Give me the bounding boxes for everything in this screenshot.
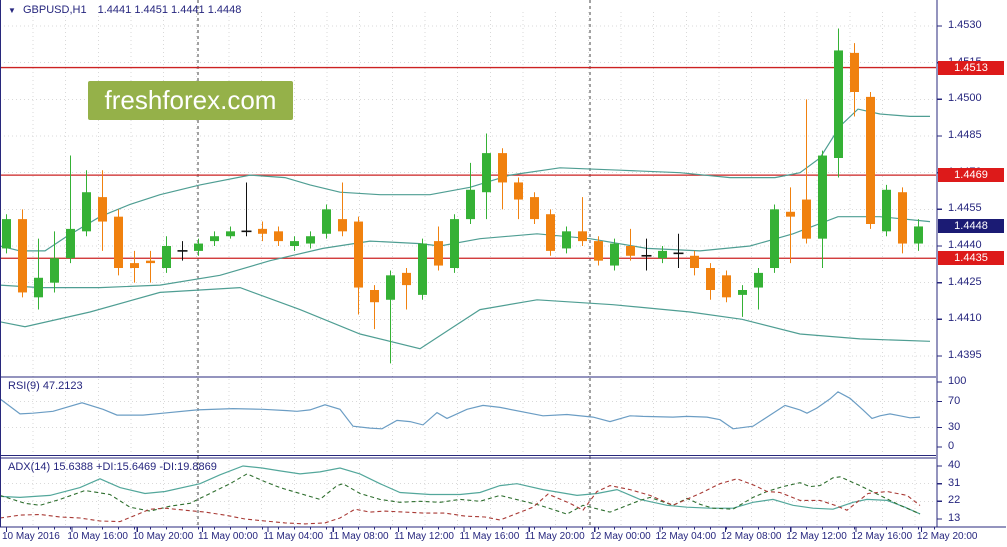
time-axis-label: 10 May 20:00: [132, 531, 194, 542]
price-tick-label: 1.4395: [948, 348, 982, 361]
time-axis-label: 10 May 2016: [2, 531, 60, 542]
time-axis-label: 12 May 12:00: [786, 531, 847, 542]
rsi-tick-label: 30: [948, 420, 961, 433]
price-level-tag: 1.4435: [938, 251, 1004, 266]
price-level-tag: 1.4513: [938, 60, 1004, 75]
rsi-indicator-label: RSI(9) 47.2123: [8, 380, 83, 392]
chart-title: ▼ GBPUSD,H1 1.4441 1.4451 1.4441 1.4448: [8, 4, 241, 16]
time-axis-label: 11 May 08:00: [328, 531, 389, 542]
rsi-tick-label: 70: [948, 394, 961, 407]
time-axis-label: 12 May 20:00: [916, 531, 978, 542]
price-tick-label: 1.4440: [948, 238, 982, 251]
price-tick-label: 1.4455: [948, 202, 982, 215]
chart-symbol: GBPUSD,H1: [22, 4, 87, 16]
time-axis-label: 10 May 16:00: [67, 531, 128, 542]
chart-ohlc-values: 1.4441 1.4451 1.4441 1.4448: [97, 4, 242, 16]
price-tick-label: 1.4425: [948, 275, 982, 288]
adx-tick-label: 31: [948, 476, 961, 489]
price-tick-label: 1.4485: [948, 128, 982, 141]
watermark: freshforex.com: [88, 81, 293, 120]
time-axis-label: 12 May 16:00: [851, 531, 913, 542]
time-axis-label: 11 May 16:00: [459, 531, 520, 542]
price-tick-label: 1.4500: [948, 92, 982, 105]
time-axis-label: 11 May 04:00: [263, 531, 324, 542]
time-axis-label: 12 May 00:00: [590, 531, 651, 542]
symbol-dropdown-icon[interactable]: ▼: [8, 6, 16, 15]
price-tick-label: 1.4530: [948, 19, 982, 31]
time-axis-label: 12 May 04:00: [655, 531, 717, 542]
rsi-tick-label: 0: [948, 440, 955, 452]
time-axis-label: 11 May 00:00: [198, 531, 258, 542]
time-axis-label: 11 May 12:00: [394, 531, 454, 542]
time-axis-label: 11 May 20:00: [524, 531, 585, 542]
rsi-tick-label: 100: [948, 375, 967, 387]
adx-indicator-label: ADX(14) 15.6388 +DI:15.6469 -DI:19.8869: [8, 461, 217, 473]
adx-tick-label: 22: [948, 494, 961, 507]
price-level-tag: 1.4469: [938, 168, 1004, 183]
current-price-tag: 1.4448: [938, 219, 1004, 234]
adx-tick-label: 40: [948, 459, 961, 471]
adx-tick-label: 13: [948, 512, 961, 524]
price-tick-label: 1.4410: [948, 312, 982, 325]
time-axis-label: 12 May 08:00: [720, 531, 782, 542]
